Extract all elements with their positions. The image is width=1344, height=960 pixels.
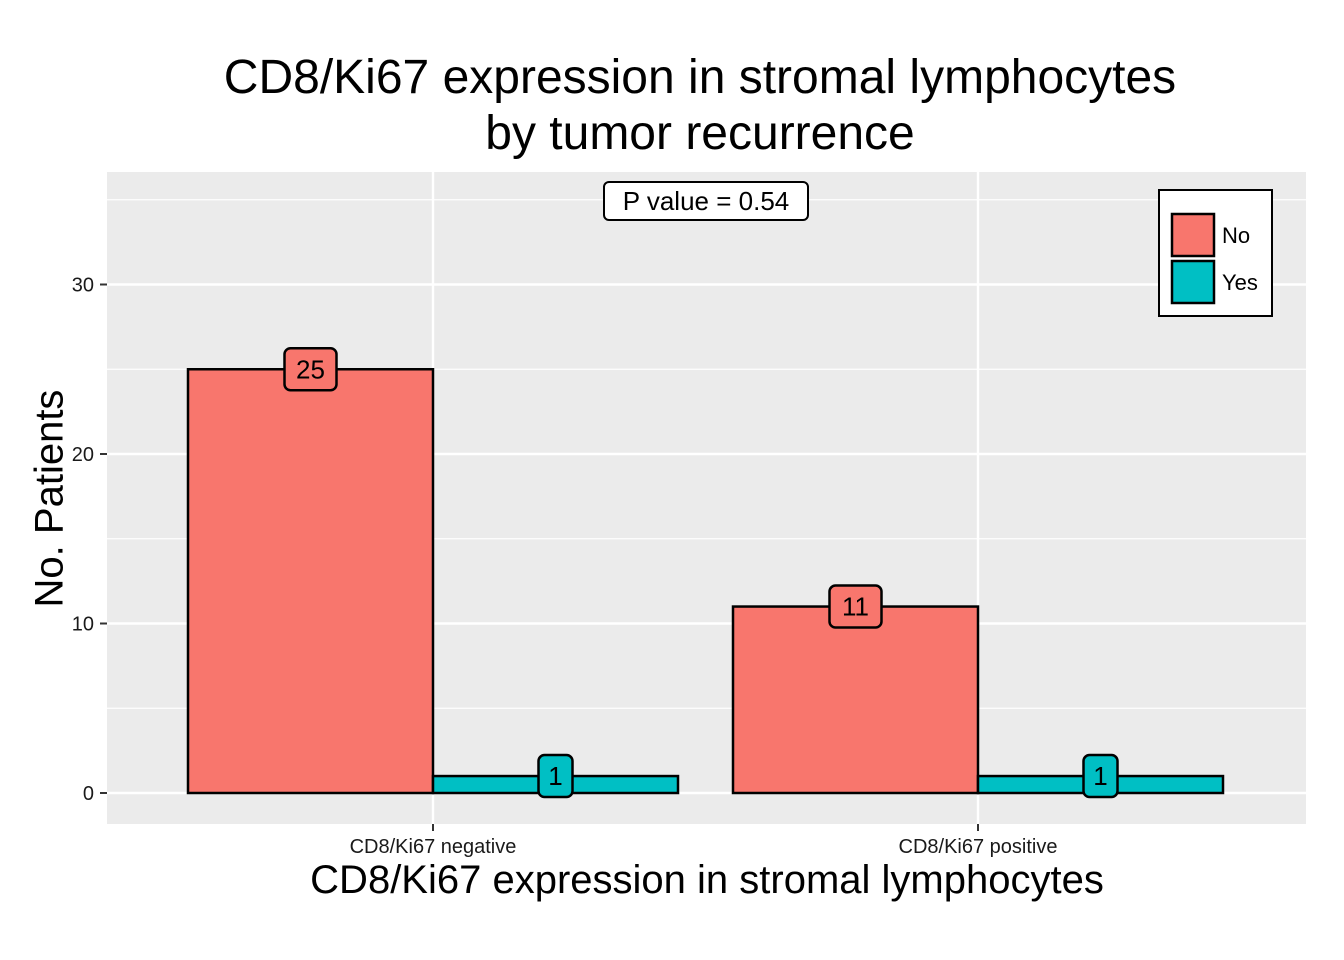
data-label-box xyxy=(283,347,338,392)
p-value-annotation: P value = 0.54 xyxy=(603,181,809,221)
bar-no-1 xyxy=(186,368,435,795)
data-label: 1 xyxy=(1093,761,1107,791)
x-axis-title: CD8/Ki67 expression in stromal lymphocyt… xyxy=(310,858,1104,902)
data-label-box xyxy=(828,584,883,629)
legend-label-no: No xyxy=(1222,223,1250,248)
y-tick-label: 30 xyxy=(72,275,94,297)
legend-label-yes: Yes xyxy=(1222,270,1258,295)
x-tick-label: CD8/Ki67 negative xyxy=(350,836,517,858)
data-label-box xyxy=(1082,753,1119,799)
bar-no-2 xyxy=(731,605,980,795)
data-label: 11 xyxy=(842,592,869,622)
data-label: 1 xyxy=(548,761,562,791)
p-value-text: P value = 0.54 xyxy=(623,186,790,216)
y-axis-title: No. Patients xyxy=(27,389,72,608)
y-tick-label: 20 xyxy=(72,444,94,466)
p-value-box xyxy=(603,181,809,221)
data-label-box xyxy=(537,753,574,799)
legend: No Yes xyxy=(1158,189,1273,317)
data-label: 25 xyxy=(296,354,325,384)
legend-key-yes xyxy=(1170,259,1216,305)
x-tick-label: CD8/Ki67 positive xyxy=(899,836,1058,858)
y-axis: 0 10 20 30 xyxy=(72,275,107,805)
y-tick-label: 0 xyxy=(83,783,94,805)
legend-key-no xyxy=(1170,212,1216,258)
y-tick-label: 10 xyxy=(72,614,94,636)
chart-title-line1: CD8/Ki67 expression in stromal lymphocyt… xyxy=(223,51,1177,104)
x-axis: CD8/Ki67 negative CD8/Ki67 positive xyxy=(350,824,1058,858)
chart-title-line2: by tumor recurrence xyxy=(485,107,915,160)
